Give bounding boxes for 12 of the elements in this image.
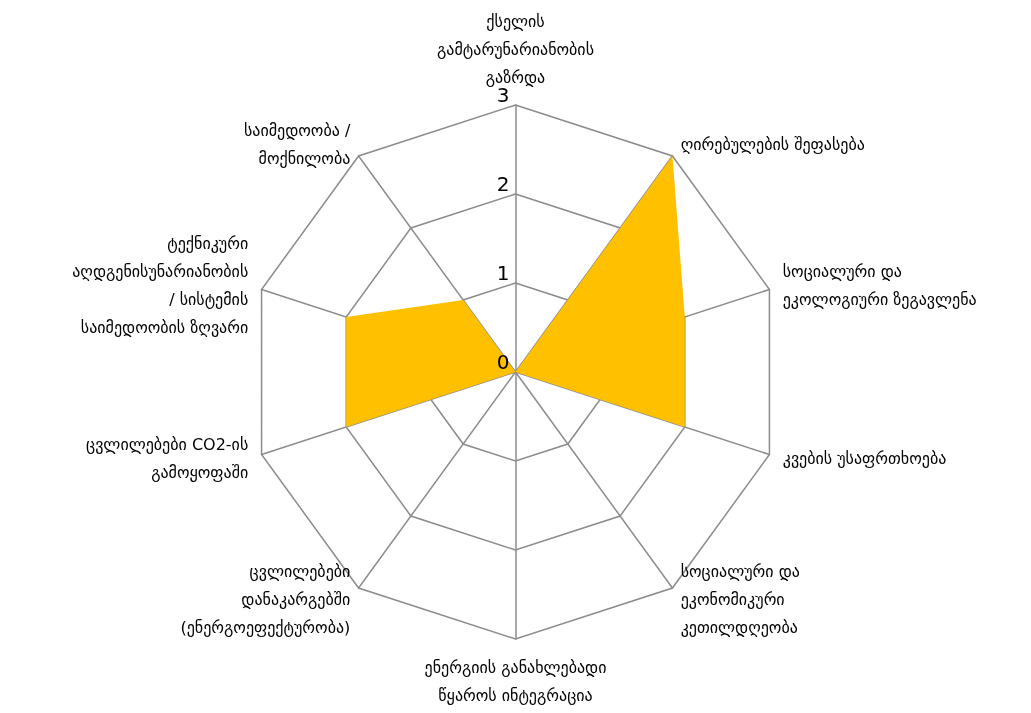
- spoke-label: კვების უსაფრთხოება: [782, 449, 947, 469]
- spoke-label: ენერგიის განახლებადი წყაროს ინტეგრაცია: [424, 657, 607, 705]
- spoke-label: ცვლილებები დანაკარგებში (ენერგოეფექტურობა): [180, 561, 351, 637]
- y-tick-label: 0: [496, 350, 510, 374]
- spoke-label: საიმედოობა / მოქნილობა: [243, 121, 351, 169]
- spoke-label: ღირებულების შეფასება: [680, 135, 865, 155]
- y-tick-label: 2: [496, 172, 510, 196]
- spoke-label: ცვლილებები CO2-ის გამოყოფაში: [86, 435, 249, 483]
- spoke-label: სოციალური და ეკოლოგიური ზეგავლენა: [782, 261, 977, 309]
- spoke-label: სოციალური და ეკონომიკური კეთილდღეობა: [680, 561, 800, 637]
- y-tick-label: 1: [496, 261, 510, 285]
- spoke-label: ტექნიკური აღდგენისუნარიანობის / სისტემის საიმედოობის ზღვარი: [72, 233, 249, 337]
